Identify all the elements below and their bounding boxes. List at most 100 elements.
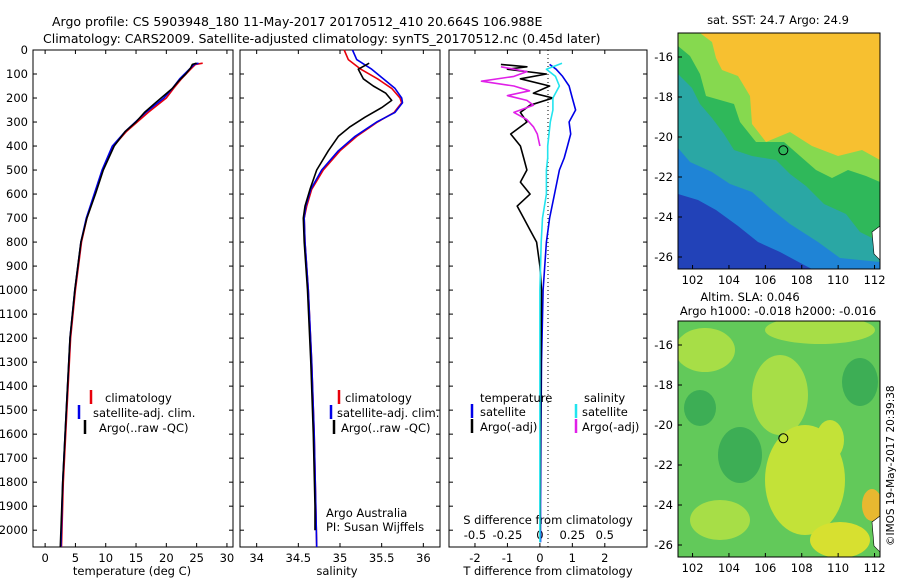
difference-legend: temperature satellite Argo(-adj) salinit… xyxy=(470,391,639,434)
x-tick-label: 30 xyxy=(220,551,235,565)
temperature-axis: 0 5 10 15 20 25 300100200300400500600700800900… xyxy=(0,43,234,565)
x-tick-top-label: 0.5 xyxy=(596,528,614,542)
y-tick-label: 1300 xyxy=(0,355,28,369)
sla-dark-3 xyxy=(684,390,716,426)
sst-band-darkblue xyxy=(678,194,812,269)
x-tick-label: 0 xyxy=(41,551,48,565)
x-tick-label: 10 xyxy=(98,551,113,565)
map-y-tick-label: -18 xyxy=(654,90,673,104)
x-tick-label: 34.5 xyxy=(286,551,312,565)
y-tick-label: 700 xyxy=(6,211,28,225)
y-tick-label: 1900 xyxy=(0,499,28,513)
map-x-tick-label: 102 xyxy=(682,561,704,575)
x-tick-label: 0 xyxy=(536,551,543,565)
sst-argo-location-marker xyxy=(778,145,789,156)
map-x-tick-label: 104 xyxy=(718,273,740,287)
map-y-tick-label: -22 xyxy=(654,458,673,472)
map-x-tick-label: 110 xyxy=(827,273,849,287)
legend-label-temp-satellite: satellite xyxy=(480,405,526,419)
x-tick-label: -2 xyxy=(469,551,480,565)
x-tick-label: 5 xyxy=(72,551,79,565)
temperature-xlabel: temperature (deg C) xyxy=(73,564,191,578)
salinity-xlabel: salinity xyxy=(316,564,357,578)
sla-blob-5 xyxy=(690,500,750,540)
legend-label-climatology: climatology xyxy=(105,391,172,405)
salinity-legend: climatology satellite-adj. clim. Argo(..… xyxy=(329,390,439,435)
map-x-tick-label: 108 xyxy=(791,561,813,575)
sla-blob-3 xyxy=(752,355,808,435)
x-tick-top-label: -0.5 xyxy=(464,528,486,542)
x-tick-label: 25 xyxy=(189,551,204,565)
y-tick-label: 1200 xyxy=(0,331,28,345)
map-x-tick-label: 112 xyxy=(864,273,886,287)
salinity-panel-frame xyxy=(239,49,441,548)
map-y-tick-label: -16 xyxy=(654,338,673,352)
y-tick-label: 600 xyxy=(6,187,28,201)
x-tick-label: 35 xyxy=(333,551,348,565)
map-x-tick-label: 110 xyxy=(827,561,849,575)
map-y-tick-label: -22 xyxy=(654,170,673,184)
legend-label-argo: Argo(..raw -QC) xyxy=(341,421,431,435)
map-x-tick-label: 112 xyxy=(864,561,886,575)
y-tick-label: 1000 xyxy=(0,283,28,297)
series-line-argo-raw-qc- xyxy=(302,62,393,531)
temperature-series xyxy=(59,62,203,548)
difference-xlabel-bottom: T difference from climatology xyxy=(462,564,633,578)
temperature-legend: climatology satellite-adj. clim. Argo(..… xyxy=(77,390,195,435)
x-tick-label: 15 xyxy=(129,551,144,565)
x-tick-label: 35.5 xyxy=(369,551,395,565)
sst-coastline xyxy=(871,225,880,261)
legend-label-argo: Argo(..raw -QC) xyxy=(99,421,189,435)
series-line-salinity-argo-adj- xyxy=(480,66,541,147)
annotation-institution: Argo Australia xyxy=(326,506,407,520)
x-tick-top-label: 0.25 xyxy=(560,528,586,542)
sla-dark-1 xyxy=(842,358,878,406)
temperature-panel-frame xyxy=(32,49,234,548)
salinity-annotation: Argo Australia PI: Susan Wijffels xyxy=(326,506,424,534)
map-x-tick-label: 104 xyxy=(718,561,740,575)
series-line-temperature-argo-adj- xyxy=(500,63,554,531)
legend-label-sal-argo: Argo(-adj) xyxy=(582,420,639,434)
map-y-tick-label: -20 xyxy=(654,418,673,432)
map-y-tick-label: -16 xyxy=(654,50,673,64)
legend-label-satellite-clim: satellite-adj. clim. xyxy=(337,406,439,420)
series-line-argo-raw-qc- xyxy=(59,62,197,548)
sla-coastline xyxy=(871,515,880,553)
map-y-tick-label: -20 xyxy=(654,130,673,144)
series-line-salinity-satellite xyxy=(539,62,563,543)
series-line-climatology xyxy=(60,62,203,548)
legend-heading-temperature: temperature xyxy=(480,391,552,405)
series-line-satellite-adj-clim- xyxy=(60,62,199,548)
y-tick-label: 400 xyxy=(6,139,28,153)
x-tick-label: 2 xyxy=(601,551,608,565)
map-y-tick-label: -26 xyxy=(654,538,673,552)
legend-label-satellite-clim: satellite-adj. clim. xyxy=(93,406,195,420)
sla-map-title: Altim. SLA: 0.046 xyxy=(700,290,799,304)
x-tick-top-label: -0.25 xyxy=(493,528,523,542)
figure-title-line1: Argo profile: CS 5903948_180 11-May-2017… xyxy=(52,14,542,29)
y-tick-label: 1500 xyxy=(0,403,28,417)
y-tick-label: 200 xyxy=(6,91,28,105)
sla-map-frame xyxy=(677,320,881,558)
map-x-tick-label: 102 xyxy=(682,273,704,287)
salinity-axis: 34 34.5 35 35.5 36 xyxy=(240,49,440,565)
y-tick-label: 2000 xyxy=(0,523,28,537)
y-tick-label: 1700 xyxy=(0,451,28,465)
legend-label-temp-argo: Argo(-adj) xyxy=(480,420,537,434)
sla-map-axes: 102 104 106 108 110 112 -16 -18 -20 -22 -24 -26 xyxy=(654,338,885,575)
y-tick-label: 1100 xyxy=(0,307,28,321)
sla-blob-7 xyxy=(862,489,880,521)
salinity-series xyxy=(302,49,404,548)
sla-map-subtitle: Argo h1000: -0.018 h2000: -0.016 xyxy=(680,304,876,318)
map-y-tick-label: -24 xyxy=(654,498,673,512)
y-tick-label: 500 xyxy=(6,163,28,177)
map-y-tick-label: -18 xyxy=(654,378,673,392)
map-x-tick-label: 106 xyxy=(754,273,776,287)
x-tick-label: 34 xyxy=(249,551,264,565)
y-tick-label: 300 xyxy=(6,115,28,129)
sla-blob-8 xyxy=(816,420,844,460)
sla-blob-6 xyxy=(810,522,870,557)
series-line-satellite-adj-clim- xyxy=(303,49,404,548)
y-tick-label: 1800 xyxy=(0,475,28,489)
